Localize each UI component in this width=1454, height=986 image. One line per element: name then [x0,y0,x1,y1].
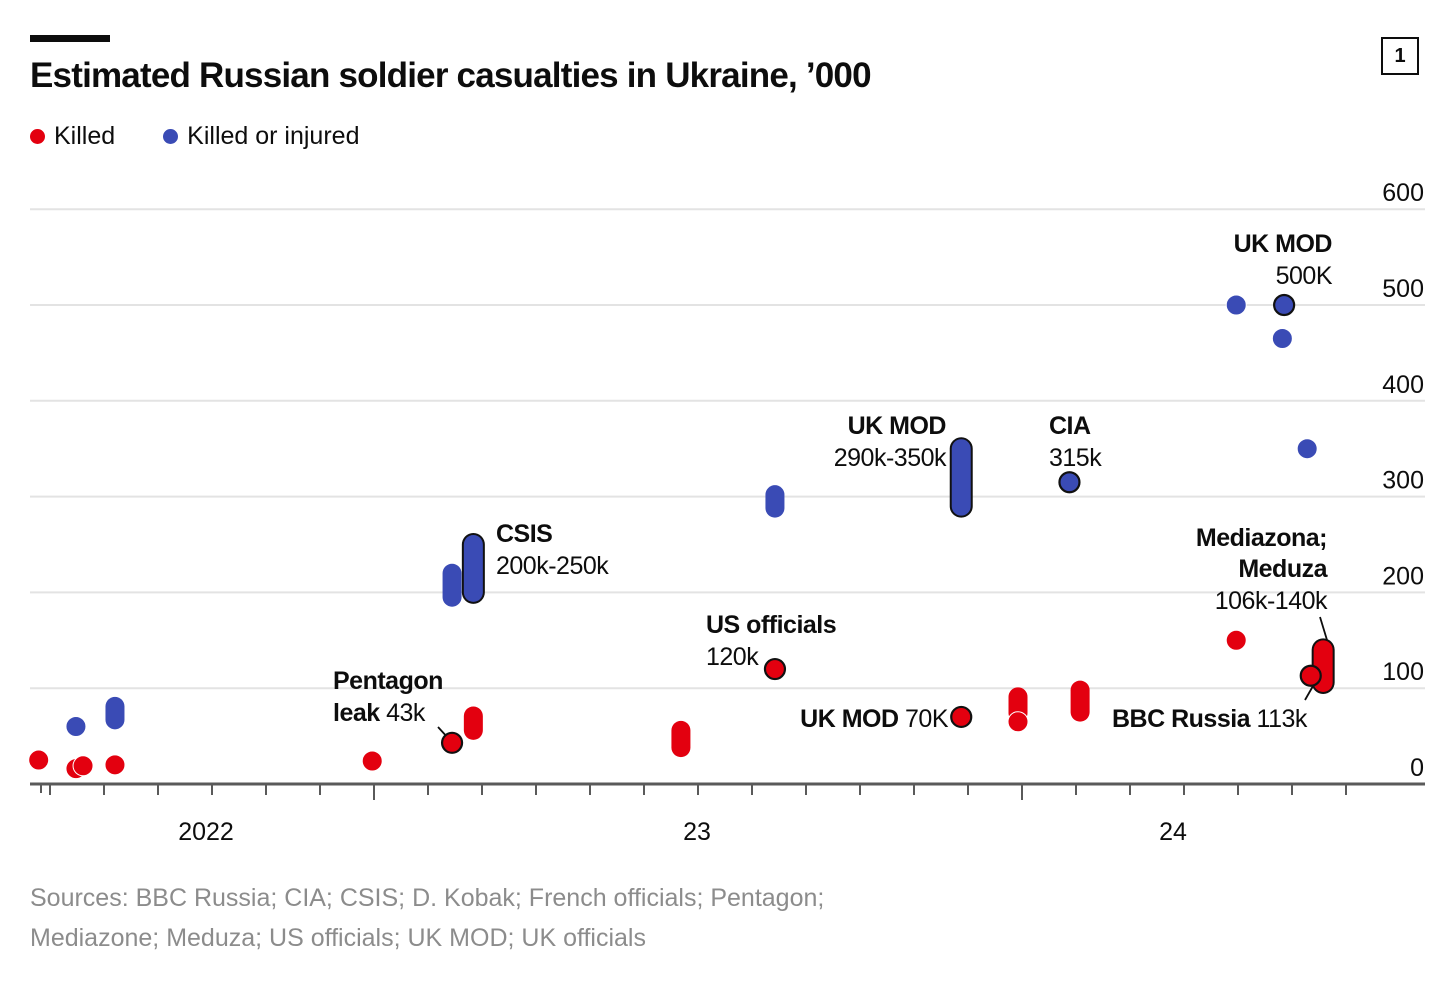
annotation-value: 120k [706,643,759,671]
annotation-label: 315k [1049,444,1102,472]
legend-dot-icon-killed-or-injured [163,129,179,144]
chart-number-badge: 1 [1381,37,1419,75]
annotation-leader-line [1304,685,1314,701]
annotation-source: Mediazona; [1196,524,1327,552]
annotation-leader-line [1319,616,1328,641]
legend-dot-icon-killed [30,129,45,144]
annotation-source: UK MOD [1234,230,1332,258]
annotation-source: Pentagon [333,667,443,695]
legend: Killed Killed or injured [30,122,407,151]
x-tick-label: 24 [1159,818,1187,846]
dot-mark-killed-or-injured [1225,294,1247,316]
annotation-label: Mediazona; [1196,524,1327,552]
chart-title: Estimated Russian soldier casualties in … [30,56,872,95]
dot-mark-killed-or-injured [1271,328,1293,350]
dot-mark-killed [104,754,126,776]
annotation-label: leak 43k [333,699,426,727]
annotation-label: US officials [706,611,836,639]
annotation-source: leak [333,699,380,727]
dot-mark-killed [28,749,50,771]
dot-mark-killed [950,705,973,729]
y-tick-label: 200 [1382,562,1424,590]
annotation-label: BBC Russia 113k [1112,705,1308,733]
annotation-source: Meduza [1238,555,1328,583]
x-tick-label: 23 [683,818,711,846]
annotation-label: 106k-140k [1215,587,1328,615]
annotation-label: UK MOD 70K [800,705,949,733]
legend-label-killed: Killed [54,122,116,150]
annotation-label: Pentagon [333,667,443,695]
annotation-label: CIA [1049,412,1091,440]
dot-mark-killed [361,750,383,772]
annotation-label: 120k [706,643,759,671]
annotation-source: US officials [706,611,836,639]
legend-item-killed-or-injured: Killed or injured [163,122,359,151]
annotation-value: 113k [1250,705,1308,733]
sources-note: Sources: BBC Russia; CIA; CSIS; D. Kobak… [30,878,930,958]
annotation-value: 43k [380,699,426,727]
dot-mark-killed [440,731,464,754]
y-tick-label: 400 [1382,371,1424,399]
annotation-label: 200k-250k [496,552,609,580]
y-tick-label: 100 [1382,658,1424,686]
annotation-value: 315k [1049,444,1102,472]
dot-mark-killed [763,657,787,681]
annotation-value: 290k-350k [834,444,947,472]
annotation-label: UK MOD [848,412,946,440]
annotation-source: UK MOD [800,705,898,733]
sources-line-1: Sources: BBC Russia; CIA; CSIS; D. Kobak… [30,884,825,912]
dot-mark-killed-or-injured [1058,471,1081,494]
dot-mark-killed [1225,629,1247,651]
y-tick-label: 300 [1382,467,1424,495]
y-tick-label: 500 [1382,275,1424,303]
annotation-label: CSIS [496,520,552,548]
annotation-label: 290k-350k [834,444,947,472]
annotation-label: UK MOD [1234,230,1332,258]
sources-line-2: Mediazone; Meduza; US officials; UK MOD;… [30,924,646,952]
dot-mark-killed [1007,711,1029,733]
dot-mark-killed-or-injured [1296,438,1318,460]
annotation-value: 500K [1276,262,1333,290]
annotation-value: 70K [899,705,949,733]
annotation-value: 200k-250k [496,552,609,580]
dot-mark-killed [1299,664,1322,687]
annotation-source: BBC Russia [1112,705,1252,733]
annotation-label: Meduza [1238,555,1328,583]
x-tick-label: 2022 [178,818,234,846]
y-tick-label: 0 [1410,754,1424,782]
legend-label-killed-or-injured: Killed or injured [187,122,360,150]
legend-item-killed: Killed [30,122,115,151]
y-tick-label: 600 [1382,179,1424,207]
annotation-source: CIA [1049,412,1091,440]
annotation-label: 500K [1276,262,1333,290]
dot-mark-killed-or-injured [1273,293,1296,317]
dot-mark-killed [72,755,94,777]
dot-mark-killed-or-injured [65,716,87,738]
header-rule [30,35,110,42]
annotation-source: UK MOD [848,412,946,440]
annotation-source: CSIS [496,520,552,548]
annotation-value: 106k-140k [1215,587,1328,615]
